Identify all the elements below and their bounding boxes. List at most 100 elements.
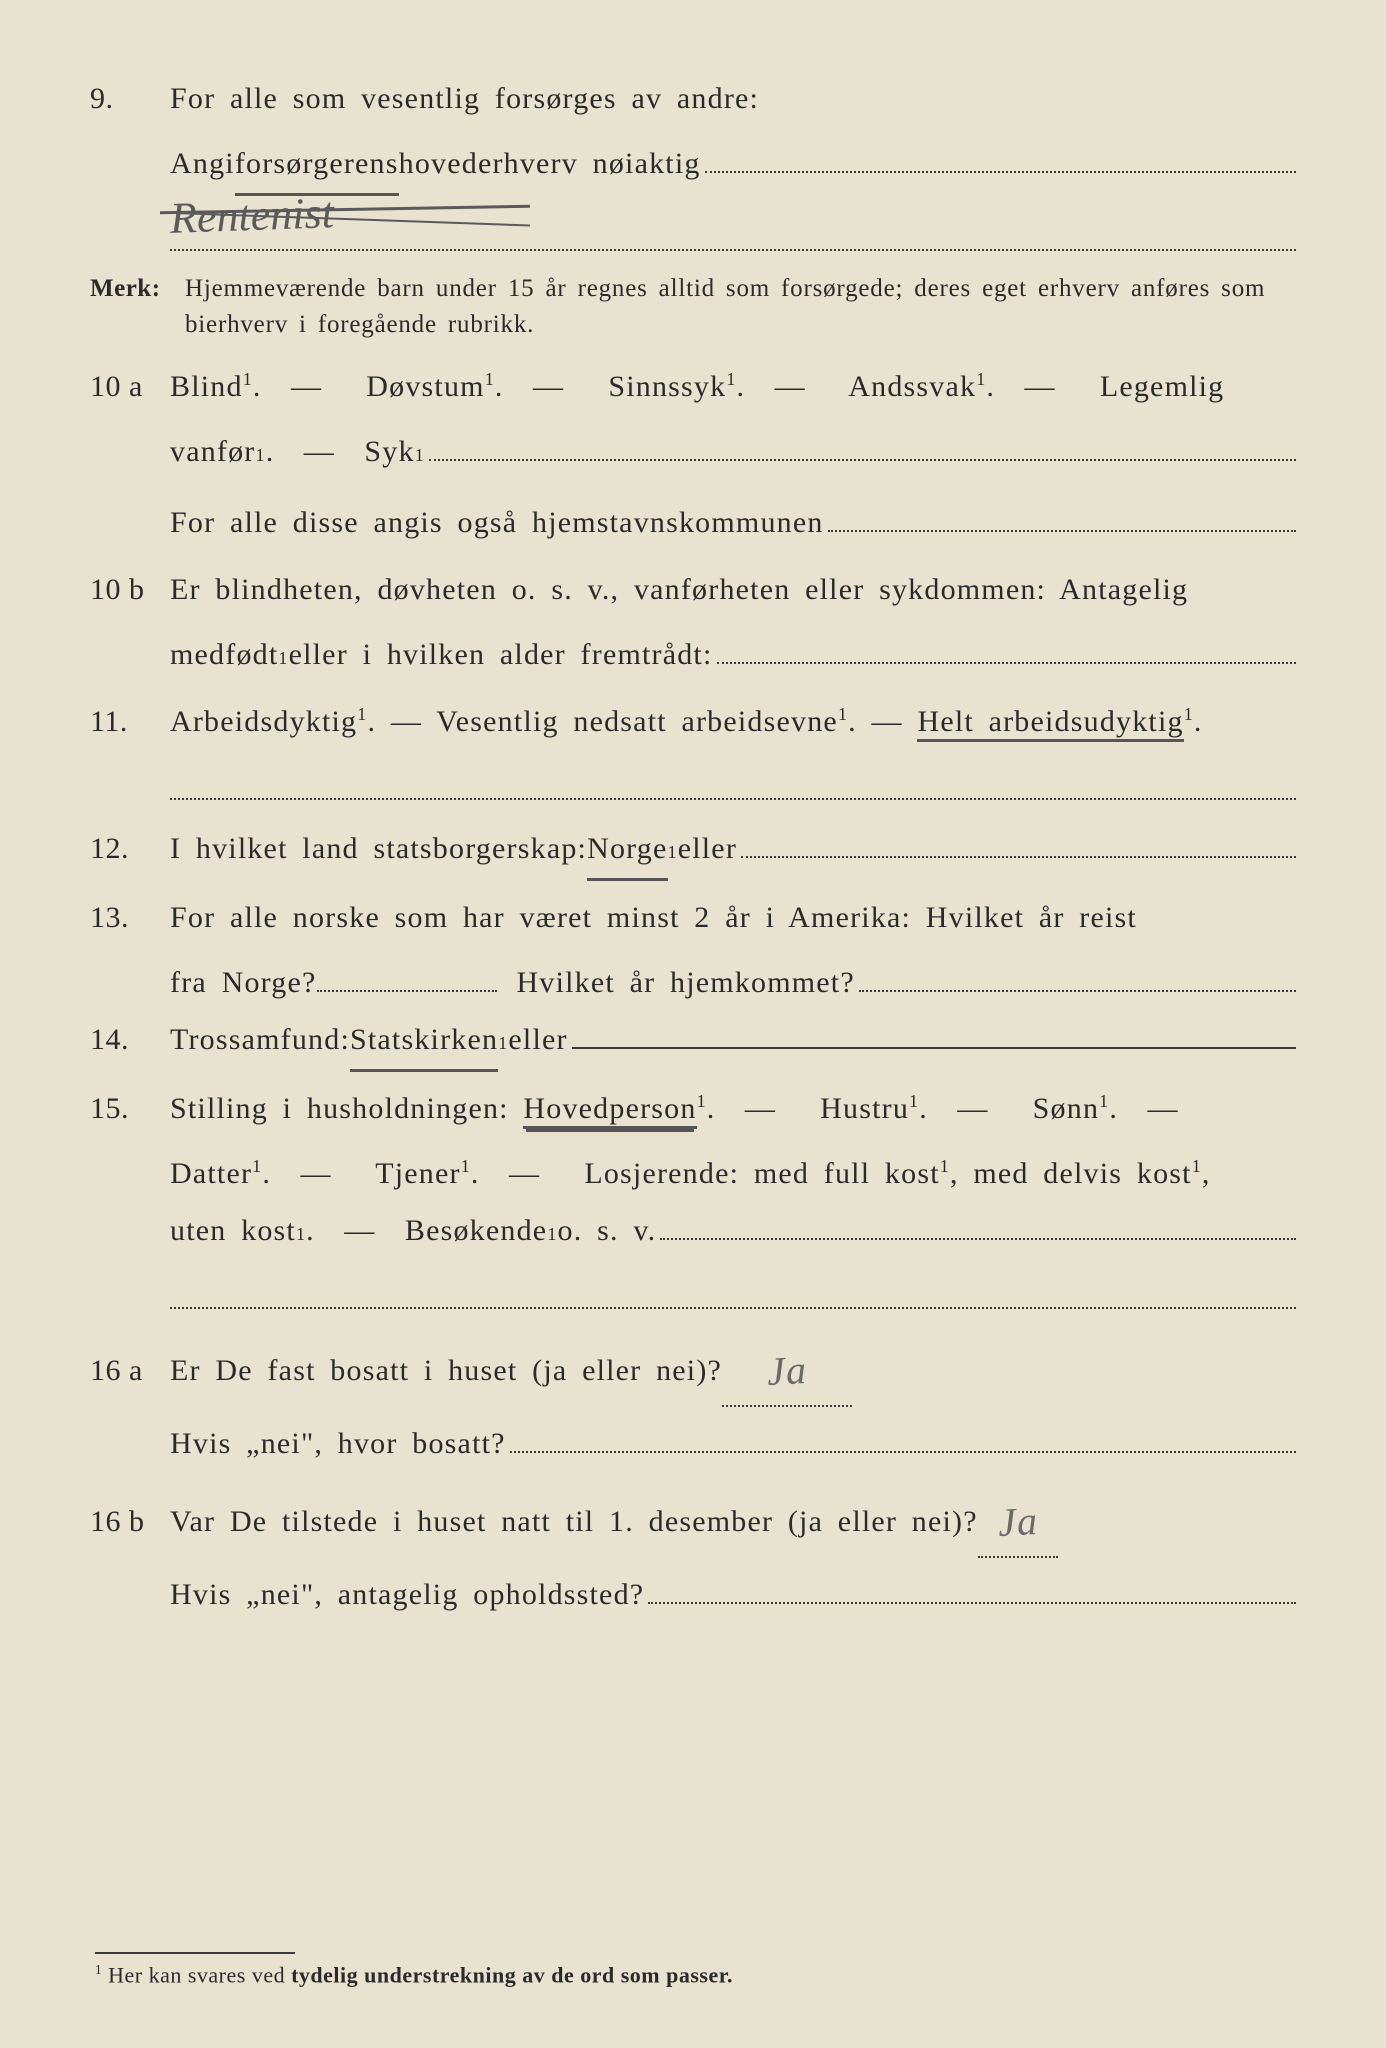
q16b-text: Var De tilstede i huset natt til 1. dese… <box>170 1480 1296 1558</box>
q10b-alder: eller i hvilken alder fremtrådt: <box>289 626 713 683</box>
q16b-hvis-nei: Hvis „nei", antagelig opholdssted? <box>170 1566 644 1623</box>
q12-blank[interactable] <box>741 826 1296 858</box>
q9-line2-post: hovederhverv nøiaktig <box>399 135 701 192</box>
q14-blank[interactable] <box>572 1017 1296 1049</box>
q15-line2: Datter1. — Tjener1. — Losjerende: med fu… <box>170 1145 1296 1202</box>
q10b-line2: medfødt1 eller i hvilken alder fremtrådt… <box>170 626 1296 683</box>
q14-number: 14. <box>90 1011 170 1068</box>
q9-blank[interactable] <box>705 141 1296 173</box>
q13-hjemkommet: Hvilket år hjemkommet? <box>517 954 855 1011</box>
q10a-row: 10 a Blind1. — Døvstum1. — Sinnssyk1. — … <box>90 358 1296 415</box>
footnote-marker: 1 <box>95 1962 102 1977</box>
q16a-answer: Ja <box>765 1332 809 1410</box>
q12-number: 12. <box>90 820 170 877</box>
q16a-line2: Hvis „nei", hvor bosatt? <box>170 1415 1296 1472</box>
opt-datter: Datter <box>170 1157 252 1190</box>
q16b-blank[interactable] <box>648 1572 1296 1604</box>
q10b-row: 10 b Er blindheten, døvheten o. s. v., v… <box>90 561 1296 618</box>
q11-dotted-rule <box>170 770 1296 800</box>
q10b-blank[interactable] <box>717 632 1296 664</box>
q10a-blank[interactable] <box>429 429 1296 461</box>
q15-line1: Stilling i husholdningen: Hovedperson1. … <box>170 1080 1296 1137</box>
q16a-question: Er De fast bosatt i huset (ja eller nei)… <box>170 1342 722 1399</box>
q16b-number: 16 b <box>90 1493 170 1550</box>
opt-norge: Norge <box>587 820 667 881</box>
opt-besokende: Besøkende <box>405 1202 547 1259</box>
opt-vanfor: vanfør <box>170 423 256 480</box>
q11-row: 11. Arbeidsdyktig1. — Vesentlig nedsatt … <box>90 693 1296 750</box>
opt-delvis-kost: , med delvis kost <box>950 1157 1192 1190</box>
q13-blank1[interactable] <box>317 990 497 992</box>
opt-helt-udyktig: Helt arbeidsudyktig <box>917 705 1183 742</box>
q13-fra-norge: fra Norge? <box>170 954 317 1011</box>
q14-row: 14. Trossamfund: Statskirken1 eller <box>90 1011 1296 1072</box>
opt-statskirken: Statskirken <box>350 1011 498 1072</box>
q10b-number: 10 b <box>90 561 170 618</box>
q13-blank2[interactable] <box>859 960 1296 992</box>
q10a-number: 10 a <box>90 358 170 415</box>
q16b-line2: Hvis „nei", antagelig opholdssted? <box>170 1566 1296 1623</box>
q16a-hvis-nei: Hvis „nei", hvor bosatt? <box>170 1415 506 1472</box>
merk-label: Merk: <box>90 271 185 307</box>
opt-dovstum: Døvstum <box>366 370 484 403</box>
q16b-answer: Ja <box>996 1483 1040 1561</box>
q10a-line3: For alle disse angis også hjemstavnskomm… <box>170 494 1296 551</box>
q9-number: 9. <box>90 70 170 127</box>
q12-row: 12. I hvilket land statsborgerskap: Norg… <box>90 820 1296 881</box>
q16a-number: 16 a <box>90 1342 170 1399</box>
opt-sonn: Sønn <box>1033 1092 1100 1125</box>
q15-number: 15. <box>90 1080 170 1137</box>
census-form-page: 9. For alle som vesentlig forsørges av a… <box>0 0 1386 2048</box>
opt-hustru: Hustru <box>820 1092 909 1125</box>
q15-osv: o. s. v. <box>558 1202 657 1259</box>
q16b-row: 16 b Var De tilstede i huset natt til 1.… <box>90 1480 1296 1558</box>
q14-post: eller <box>508 1011 567 1068</box>
footnote-text: Her kan svares ved tydelig understreknin… <box>108 1962 733 1987</box>
q15-dotted-rule <box>170 1279 1296 1309</box>
opt-medfodt: medfødt <box>170 626 278 683</box>
footnote: 1 Her kan svares ved tydelig understrekn… <box>95 1952 733 1988</box>
q14-pre: Trossamfund: <box>170 1011 350 1068</box>
q15-blank[interactable] <box>660 1208 1296 1240</box>
q9-dotted-rule <box>170 245 1296 251</box>
opt-blind: Blind <box>170 370 243 403</box>
q11-number: 11. <box>90 693 170 750</box>
q13-line1: For alle norske som har været minst 2 år… <box>170 889 1296 946</box>
q10a-line2: vanfør1. — Syk1 <box>170 423 1296 480</box>
q12-text: I hvilket land statsborgerskap: Norge1 e… <box>170 820 1296 881</box>
opt-hovedperson: Hovedperson <box>523 1092 696 1129</box>
opt-losjerende: Losjerende: med full kost <box>584 1157 939 1190</box>
q9-row: 9. For alle som vesentlig forsørges av a… <box>90 70 1296 127</box>
q12-post: eller <box>678 820 737 877</box>
q16b-question: Var De tilstede i huset natt til 1. dese… <box>170 1493 978 1550</box>
q16a-text: Er De fast bosatt i huset (ja eller nei)… <box>170 1329 1296 1407</box>
q15-line3: uten kost1. — Besøkende1 o. s. v. <box>170 1202 1296 1259</box>
q13-row: 13. For alle norske som har været minst … <box>90 889 1296 946</box>
opt-legemlig: Legemlig <box>1100 370 1225 403</box>
opt-arbeidsdyktig: Arbeidsdyktig <box>170 705 357 738</box>
q13-number: 13. <box>90 889 170 946</box>
q10a-line1: Blind1. — Døvstum1. — Sinnssyk1. — Andss… <box>170 358 1296 415</box>
opt-uten-kost: uten kost <box>170 1202 296 1259</box>
q16a-blank[interactable] <box>510 1421 1296 1453</box>
q16a-row: 16 a Er De fast bosatt i huset (ja eller… <box>90 1329 1296 1407</box>
opt-tjener: Tjener <box>375 1157 460 1190</box>
q9-text-line1: For alle som vesentlig forsørges av andr… <box>170 70 1296 127</box>
q11-text: Arbeidsdyktig1. — Vesentlig nedsatt arbe… <box>170 693 1296 750</box>
footnote-rule <box>95 1952 295 1954</box>
opt-nedsatt: Vesentlig nedsatt arbeidsevne <box>436 705 838 738</box>
q9-line2-pre: Angi <box>170 135 235 192</box>
q12-pre: I hvilket land statsborgerskap: <box>170 820 587 877</box>
q16a-answer-blank[interactable]: Ja <box>722 1329 852 1407</box>
q10a-blank2[interactable] <box>828 500 1296 532</box>
q16b-answer-blank[interactable]: Ja <box>978 1480 1058 1558</box>
merk-row: Merk: Hjemmeværende barn under 15 år reg… <box>90 271 1296 344</box>
opt-sinnssyk: Sinnssyk <box>608 370 726 403</box>
q10b-line1: Er blindheten, døvheten o. s. v., vanfør… <box>170 561 1296 618</box>
q15-row: 15. Stilling i husholdningen: Hovedperso… <box>90 1080 1296 1137</box>
q9-line2: Angi forsørgerens hovederhverv nøiaktig <box>170 135 1296 196</box>
merk-text: Hjemmeværende barn under 15 år regnes al… <box>185 271 1296 344</box>
q9-handwritten-crossed: Rentenist <box>170 190 1296 241</box>
opt-syk: Syk <box>364 423 414 480</box>
q15-pre: Stilling i husholdningen: <box>170 1092 523 1125</box>
